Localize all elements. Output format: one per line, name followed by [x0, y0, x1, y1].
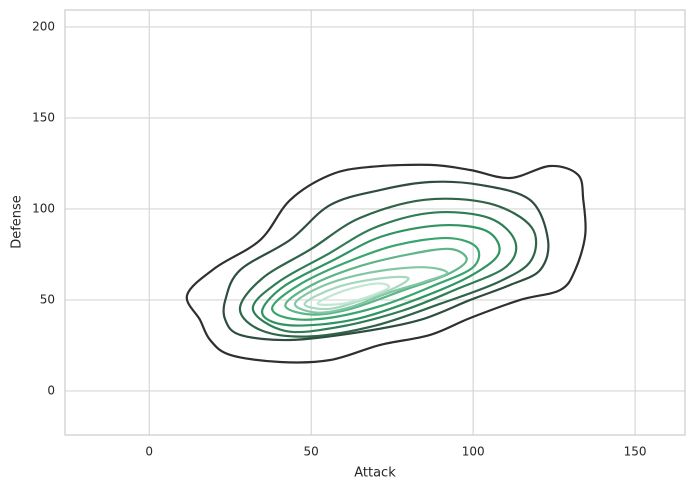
contour-line	[261, 224, 501, 327]
contour-line	[238, 197, 538, 338]
contour-line	[293, 266, 449, 314]
x-tick-label: 0	[145, 445, 153, 459]
contour-line	[222, 180, 550, 342]
y-tick-label: 100	[32, 201, 55, 215]
y-tick-label: 150	[32, 110, 55, 124]
contour-line	[303, 275, 410, 311]
x-tick-label: 150	[624, 445, 647, 459]
x-tick-label: 100	[462, 445, 485, 459]
contour-line	[284, 247, 468, 316]
contour-line	[316, 282, 391, 306]
x-axis-title: Attack	[354, 466, 396, 481]
y-tick-label: 200	[32, 19, 55, 33]
y-tick-label: 0	[47, 383, 55, 397]
y-axis-title: Defense	[10, 195, 25, 249]
contour-line	[271, 236, 481, 321]
x-tick-label: 50	[304, 445, 319, 459]
y-tick-label: 50	[40, 292, 55, 306]
contour-line	[251, 211, 518, 334]
plot-frame	[64, 9, 686, 436]
contour-line	[185, 163, 587, 364]
